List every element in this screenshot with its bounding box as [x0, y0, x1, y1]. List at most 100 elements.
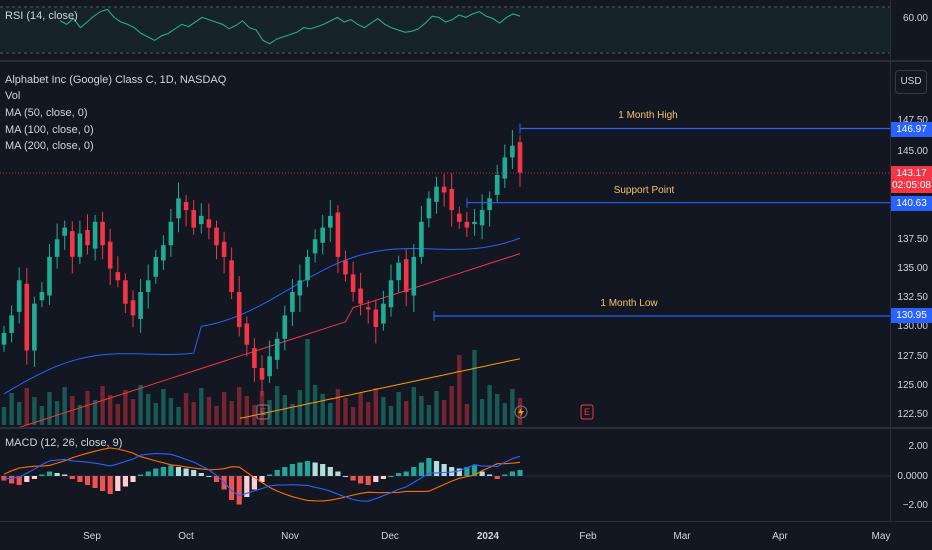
macd-histogram-bar: [160, 467, 166, 476]
volume-bar: [434, 391, 439, 425]
candle-body: [70, 231, 75, 257]
macd-histogram-bar: [183, 468, 189, 476]
volume-bar: [320, 394, 325, 425]
macd-histogram-bar: [297, 462, 303, 476]
macd-histogram-bar: [335, 471, 341, 476]
macd-histogram-bar: [358, 476, 364, 484]
candle-body: [100, 221, 105, 246]
macd-axis[interactable]: 2.00 0.0000 −2.00: [890, 429, 932, 521]
volume-bar: [221, 392, 227, 425]
month-high-label: 1 Month High: [618, 110, 678, 121]
price-tick: 130.00: [897, 321, 928, 332]
volume-bar: [495, 394, 500, 425]
macd-histogram-bar: [138, 474, 144, 476]
candle-body: [517, 142, 523, 173]
macd-histogram-bar: [107, 476, 113, 494]
macd-histogram-bar: [39, 474, 45, 476]
indicator-ma100[interactable]: MA (100, close, 0): [5, 124, 94, 136]
ma100-line: [19, 253, 521, 427]
indicator-vol[interactable]: Vol: [5, 90, 21, 102]
macd-histogram-bar: [479, 471, 485, 476]
candle-body: [183, 201, 189, 211]
currency-button[interactable]: USD: [895, 70, 927, 94]
volume-bar: [312, 385, 318, 425]
macd-tick: 0.0000: [897, 471, 928, 482]
volume-bar: [168, 398, 174, 425]
pane-separator[interactable]: [0, 427, 932, 429]
volume-bar: [100, 386, 105, 425]
candle-body: [229, 260, 234, 292]
volume-bar: [17, 402, 22, 425]
support-price-tag: 140.63: [891, 196, 932, 211]
macd-histogram-bar: [456, 468, 462, 476]
price-tick: 132.50: [897, 292, 928, 303]
candle-body: [365, 307, 371, 310]
volume-bar: [358, 393, 363, 425]
candle-body: [434, 186, 439, 202]
macd-histogram-bar: [433, 461, 440, 476]
volume-bar: [510, 389, 515, 425]
volume-bar: [191, 402, 196, 425]
pane-separator[interactable]: [0, 60, 932, 62]
macd-histogram-bar: [69, 476, 75, 479]
volume-bar: [183, 393, 189, 425]
macd-histogram-bar: [312, 462, 318, 476]
candle-body: [411, 256, 417, 296]
rsi-legend[interactable]: RSI (14, close): [5, 10, 78, 22]
rsi-band-fill: [0, 7, 890, 53]
macd-histogram-bar: [471, 465, 478, 476]
macd-histogram-bar: [9, 476, 15, 484]
price-axis[interactable]: USD 147.50 145.00 137.50 135.00 132.50 1…: [890, 62, 932, 427]
candle-body: [396, 262, 401, 281]
macd-histogram-bar: [426, 458, 432, 476]
candle-body: [290, 292, 295, 312]
candle-body: [39, 292, 45, 301]
candle-body: [32, 303, 37, 351]
macd-histogram-bar: [418, 462, 424, 476]
price-tick: 147.50: [897, 115, 928, 126]
rsi-pane[interactable]: RSI (14, close): [0, 0, 890, 60]
macd-plot: [0, 447, 890, 505]
ma50-line: [3, 237, 521, 395]
macd-histogram-bar: [350, 476, 356, 481]
candle-body: [350, 274, 356, 292]
macd-histogram-bar: [327, 467, 333, 476]
candle-body: [206, 219, 212, 228]
candle-body: [267, 356, 272, 377]
price-tick: 125.00: [897, 380, 928, 391]
candle-body: [464, 221, 470, 228]
candle-body: [487, 198, 492, 211]
volume-bar: [85, 391, 90, 425]
candle-body: [403, 259, 409, 292]
time-label-mar: Mar: [673, 531, 691, 542]
lightning-icon: [518, 407, 524, 417]
macd-histogram-bar: [236, 476, 242, 505]
rsi-axis[interactable]: 60.00: [890, 0, 932, 60]
volume-bar: [153, 403, 158, 425]
symbol-title[interactable]: Alphabet Inc (Google) Class C, 1D, NASDA…: [5, 74, 227, 86]
rsi-line: [59, 8, 521, 45]
candle-body: [161, 245, 166, 261]
macd-legend[interactable]: MACD (12, 26, close, 9): [5, 437, 123, 449]
indicator-ma200[interactable]: MA (200, close, 0): [5, 140, 94, 152]
macd-histogram-bar: [46, 471, 53, 476]
indicator-ma50[interactable]: MA (50, close, 0): [5, 107, 88, 119]
macd-histogram-bar: [168, 465, 174, 476]
macd-histogram-bar: [213, 476, 220, 482]
candle-body: [510, 145, 515, 158]
candle-body: [54, 239, 60, 257]
volume-bar: [138, 385, 143, 425]
candle-body: [47, 256, 52, 296]
volume-bar: [199, 388, 204, 425]
candle-body: [9, 315, 14, 333]
macd-histogram-bar: [464, 467, 470, 476]
macd-histogram-bar: [411, 467, 417, 476]
macd-pane[interactable]: MACD (12, 26, close, 9): [0, 429, 890, 521]
macd-histogram-bar: [342, 476, 349, 477]
time-axis[interactable]: [0, 521, 932, 550]
macd-histogram-bar: [191, 470, 197, 476]
time-label-may: May: [871, 531, 891, 542]
volume-bar: [54, 401, 60, 425]
